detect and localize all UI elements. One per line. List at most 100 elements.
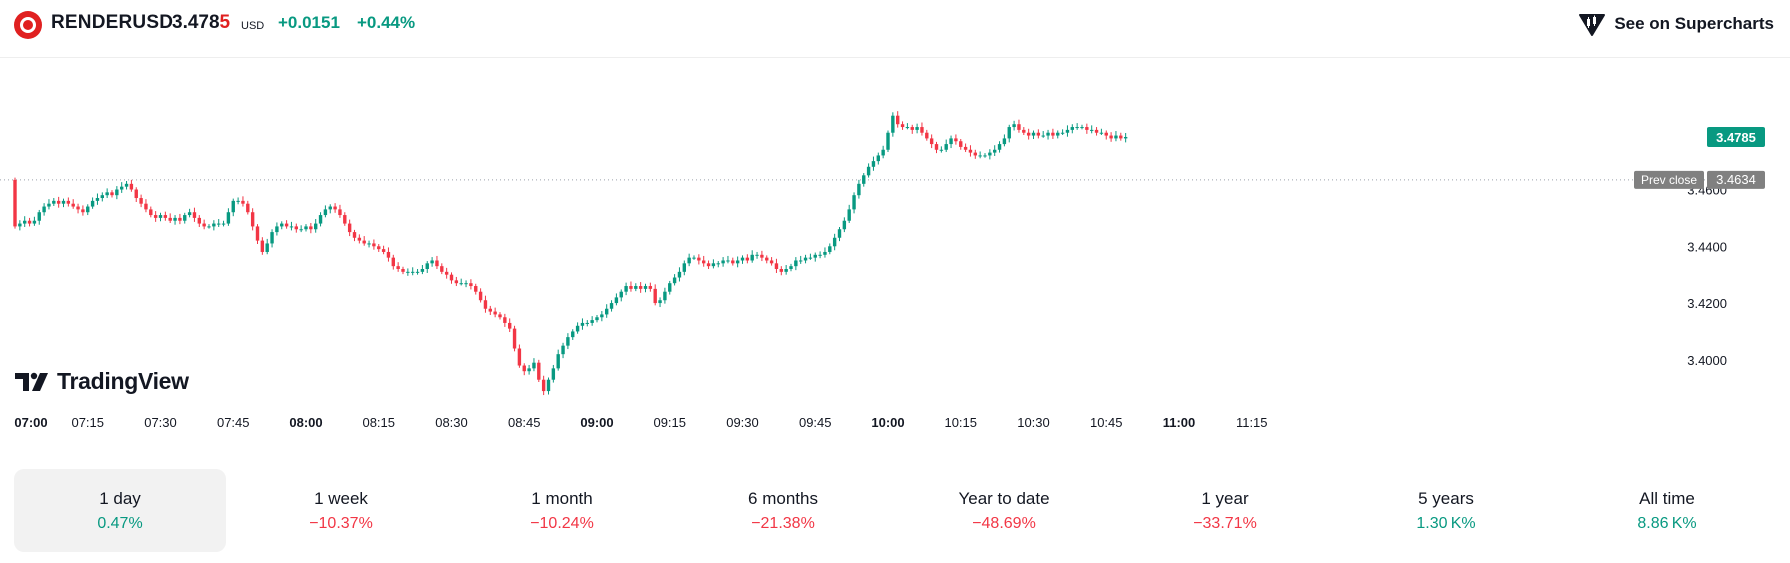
candle-body (90, 200, 95, 207)
candle-body (508, 322, 512, 329)
candle-body (1065, 129, 1070, 133)
candle-body (415, 271, 420, 273)
candle-body (110, 192, 114, 196)
candle-body (852, 195, 856, 210)
candle-body (765, 257, 769, 261)
candle-body (454, 280, 459, 284)
x-axis-tick-label: 09:45 (799, 415, 832, 430)
candle-body (726, 260, 730, 262)
x-axis-tick-label: 07:00 (14, 415, 47, 430)
candle-body (124, 183, 129, 187)
period-tab-5-years[interactable]: 5 years 1.30 K% (1340, 469, 1552, 552)
candle-body (1026, 132, 1031, 136)
candle-body (444, 271, 449, 275)
candle-body (217, 223, 221, 225)
candle-body (915, 127, 919, 130)
candle-body (52, 200, 56, 204)
candle-body (318, 215, 323, 224)
period-label: All time (1639, 489, 1695, 508)
price-change: +0.0151 (278, 13, 340, 32)
candle-body (352, 232, 357, 238)
last-price-main: 3.478 (172, 12, 220, 33)
candle-body (37, 212, 41, 221)
candle-body (411, 271, 415, 273)
candle-body (527, 368, 531, 372)
candle-body (314, 223, 318, 230)
x-axis-tick-label: 08:00 (289, 415, 322, 430)
period-label: 1 month (531, 489, 593, 508)
candle-body (702, 260, 706, 264)
candle-body (658, 300, 662, 304)
candle-body (255, 226, 260, 241)
candle-body (721, 260, 725, 264)
candle-body (862, 175, 866, 184)
candle-body (47, 203, 51, 207)
symbol-name[interactable]: RENDERUSD (51, 12, 174, 33)
candle-body (304, 226, 308, 230)
period-label: 5 years (1418, 489, 1474, 508)
candle-body (23, 220, 27, 224)
see-on-supercharts-button[interactable]: See on Supercharts (1578, 10, 1774, 38)
period-tab-year-to-date[interactable]: Year to date −48.69% (898, 469, 1110, 552)
candle-body (81, 209, 85, 213)
candle-body (449, 274, 454, 281)
candle-body (963, 146, 968, 150)
candle-body (575, 325, 580, 332)
candle-body (561, 345, 565, 355)
last-price-digit: 5 (219, 12, 231, 33)
candle-body (377, 246, 381, 250)
candle-body (1114, 135, 1118, 139)
candle-body (944, 144, 948, 150)
candle-body (333, 206, 337, 210)
candle-body (978, 155, 982, 157)
candle-body (672, 277, 677, 284)
candle-body (406, 271, 410, 273)
candle-body (440, 266, 444, 272)
candle-body (619, 291, 623, 298)
x-axis-tick-label: 11:00 (1163, 415, 1196, 430)
period-tab-1-day[interactable]: 1 day 0.47% (14, 469, 226, 552)
y-axis-tick-label: 3.4000 (1687, 353, 1727, 368)
candle-body (27, 220, 32, 224)
candle-body (697, 257, 701, 261)
candle-body (551, 368, 556, 380)
x-axis-tick-label: 08:45 (508, 415, 541, 430)
candle-body (682, 263, 686, 272)
candle-body (537, 362, 541, 380)
price-chart[interactable]: 3.4000 3.4200 3.4400 3.4600 Prev close 3.4634… (0, 58, 1790, 438)
period-value: 1.30 K% (1416, 515, 1476, 532)
candle-body (886, 132, 890, 150)
candle-body (993, 149, 997, 153)
candle-body (842, 220, 847, 230)
candle-body (876, 155, 880, 162)
candle-body (197, 217, 201, 224)
candle-body (954, 138, 958, 142)
candle-body (381, 249, 386, 252)
candle-body (241, 200, 245, 204)
candle-body (338, 209, 342, 216)
period-tab-1-year[interactable]: 1 year −33.71% (1119, 469, 1331, 552)
period-tab-all-time[interactable]: All time 8.86 K% (1561, 469, 1773, 552)
candle-body (1109, 135, 1113, 139)
tradingview-watermark[interactable]: TradingView (15, 368, 189, 395)
candle-body (183, 215, 187, 221)
candle-body (469, 283, 473, 287)
candle-body (920, 127, 924, 133)
candle-body (386, 251, 391, 258)
candle-body (735, 260, 740, 264)
period-tab-1-month[interactable]: 1 month −10.24% (456, 469, 668, 552)
candle-body (328, 206, 332, 210)
period-tab-1-week[interactable]: 1 week −10.37% (235, 469, 447, 552)
candle-body (1080, 127, 1084, 129)
x-axis-tick-label: 09:30 (726, 415, 759, 430)
candle-body (900, 124, 905, 128)
candle-body (139, 198, 143, 204)
candle-body (716, 263, 720, 265)
prev-close-price-label: 3.4634 (1716, 172, 1756, 187)
candle-body (202, 223, 206, 227)
period-tab-6-months[interactable]: 6 months −21.38% (677, 469, 889, 552)
candle-body (517, 348, 522, 366)
candle-body (566, 337, 570, 346)
candle-body (76, 206, 80, 210)
